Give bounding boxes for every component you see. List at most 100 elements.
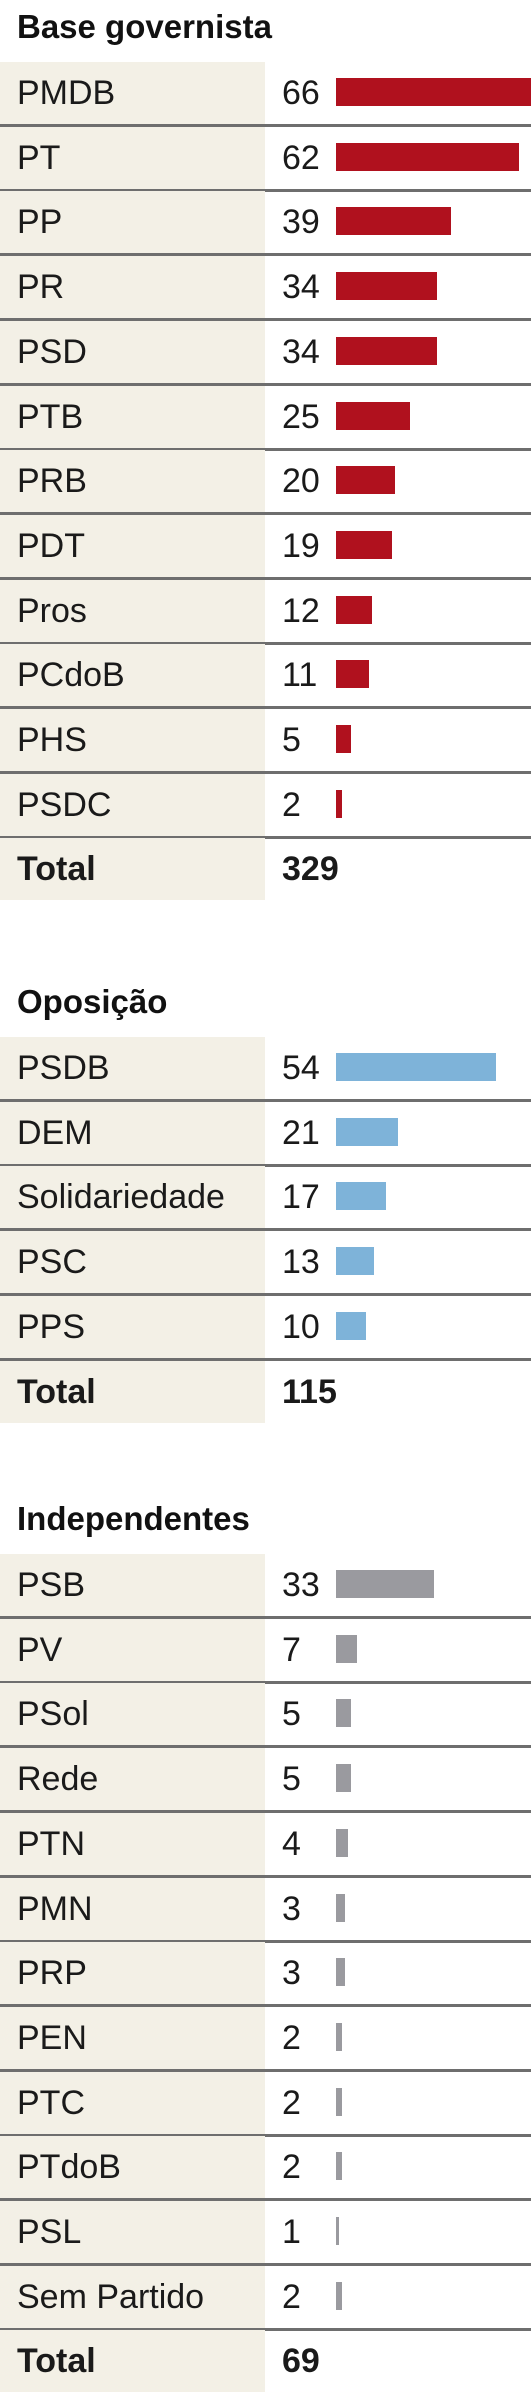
seat-value: 66 xyxy=(282,74,320,112)
seat-bar xyxy=(336,2022,342,2051)
row-divider xyxy=(0,2198,531,2202)
seat-bar xyxy=(336,336,437,365)
section-title: Oposição xyxy=(17,983,168,1020)
seat-value: 1 xyxy=(282,2213,301,2251)
seat-bar xyxy=(336,1117,398,1146)
party-row: PR 34 xyxy=(0,256,531,322)
party-row: PRP 3 xyxy=(0,1942,531,2008)
seat-bar xyxy=(336,660,369,689)
party-label: PTB xyxy=(0,385,265,448)
seat-bar xyxy=(336,1570,434,1598)
seat-bar xyxy=(336,1311,366,1340)
party-label: PV xyxy=(0,1618,265,1681)
party-label: PPS xyxy=(0,1295,265,1358)
party-label: PSD xyxy=(0,320,265,383)
seat-value: 13 xyxy=(282,1243,320,1282)
row-divider xyxy=(0,318,531,322)
seat-bar xyxy=(336,1893,345,1922)
party-row: Sem Partido 2 xyxy=(0,2265,531,2331)
party-label: PTN xyxy=(0,1812,265,1875)
party-row: PCdoB 11 xyxy=(0,644,531,710)
row-divider xyxy=(0,1163,531,1167)
row-divider xyxy=(0,1810,531,1814)
row-divider xyxy=(0,2327,531,2331)
seat-value: 4 xyxy=(282,1824,301,1863)
seat-bar xyxy=(336,1247,375,1276)
row-divider xyxy=(0,1680,531,1684)
row-divider xyxy=(0,1228,531,1232)
seat-value: 34 xyxy=(282,332,320,371)
row-divider xyxy=(0,1293,531,1297)
seat-value: 3 xyxy=(282,1889,301,1928)
party-row: Pros 12 xyxy=(0,579,531,645)
party-row: PTB 25 xyxy=(0,385,531,451)
party-label: Sem Partido xyxy=(0,2265,265,2328)
party-label: PSol xyxy=(0,1683,265,1746)
party-label: PSB xyxy=(0,1554,265,1616)
row-divider xyxy=(0,1357,531,1361)
row-divider xyxy=(0,641,531,645)
seat-bar xyxy=(336,2217,339,2245)
row-divider xyxy=(0,1874,531,1878)
party-label: PHS xyxy=(0,709,265,771)
row-divider xyxy=(0,188,531,192)
seat-bar xyxy=(336,789,342,818)
seat-bar xyxy=(336,466,396,495)
party-label: PMN xyxy=(0,1877,265,1940)
party-row: PSL 1 xyxy=(0,2201,531,2266)
row-divider xyxy=(0,124,531,127)
party-label: PSL xyxy=(0,2201,265,2263)
row-divider xyxy=(0,2004,531,2008)
seat-value: 7 xyxy=(282,1630,301,1669)
seat-bar xyxy=(336,1699,351,1728)
party-label: PMDB xyxy=(0,62,265,124)
row-divider xyxy=(0,1099,531,1102)
row-divider xyxy=(0,706,531,710)
seat-bar xyxy=(336,1764,351,1793)
party-label: PCdoB xyxy=(0,644,265,707)
party-label: PTdoB xyxy=(0,2136,265,2199)
seat-bar xyxy=(336,1958,345,1987)
seat-value: 19 xyxy=(282,526,320,565)
row-divider xyxy=(0,1939,531,1943)
seat-value: 2 xyxy=(282,2277,301,2316)
total-value: 329 xyxy=(282,850,339,889)
party-row: PEN 2 xyxy=(0,2006,531,2072)
seat-bar xyxy=(336,1053,496,1081)
seat-value: 33 xyxy=(282,1566,320,1604)
party-label: PSDC xyxy=(0,773,265,836)
seat-bar xyxy=(336,530,393,559)
seat-value: 11 xyxy=(282,656,318,695)
seat-bar xyxy=(336,595,372,624)
seat-value: 54 xyxy=(282,1049,320,1087)
seat-bar xyxy=(336,725,351,753)
row-divider xyxy=(0,1616,531,1619)
party-label: Pros xyxy=(0,579,265,642)
seat-value: 3 xyxy=(282,1954,301,1993)
party-label: PP xyxy=(0,191,265,254)
seat-bar xyxy=(336,78,531,106)
party-row: PSC 13 xyxy=(0,1231,531,1297)
party-label: DEM xyxy=(0,1101,265,1164)
party-row: DEM 21 xyxy=(0,1101,531,1167)
seat-value: 2 xyxy=(282,785,301,824)
party-label: PSDB xyxy=(0,1037,265,1099)
party-row: PTdoB 2 xyxy=(0,2136,531,2202)
seat-value: 34 xyxy=(282,268,320,307)
total-label: Total xyxy=(0,2330,265,2393)
party-label: PR xyxy=(0,256,265,319)
total-label: Total xyxy=(0,1360,265,1423)
row-divider xyxy=(0,447,531,451)
seat-bar xyxy=(336,272,437,301)
party-row: Rede 5 xyxy=(0,1748,531,1814)
seat-bar xyxy=(336,2152,342,2181)
row-divider xyxy=(0,835,531,839)
total-row: Total 69 xyxy=(0,2330,531,2395)
seat-value: 2 xyxy=(282,2083,301,2122)
party-label: Solidariedade xyxy=(0,1166,265,1229)
row-divider xyxy=(0,253,531,257)
party-row: PSol 5 xyxy=(0,1683,531,1749)
seat-value: 2 xyxy=(282,2018,301,2057)
seat-bar xyxy=(336,142,520,171)
